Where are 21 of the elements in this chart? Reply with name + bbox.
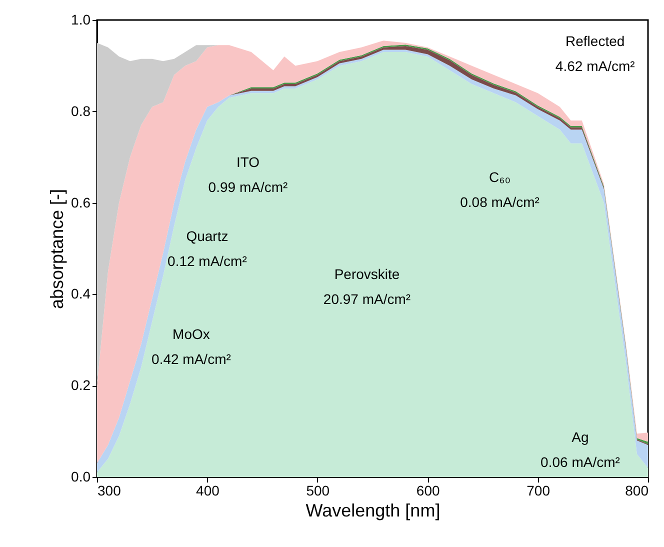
annotation: Reflected 4.62 mA/cm² [555, 32, 636, 74]
x-tick-label: 700 [526, 482, 550, 498]
x-axis-title: Wavelength [nm] [306, 500, 440, 520]
annotation: Perovskite 20.97 mA/cm² [323, 266, 411, 308]
annotation: Quartz 0.12 mA/cm² [168, 228, 248, 270]
x-tick-label: 800 [625, 482, 649, 498]
y-tick-label: 0.4 [71, 286, 91, 302]
y-tick-label: 0.0 [71, 468, 91, 484]
annotation: MoOx 0.42 mA/cm² [152, 326, 232, 367]
x-tick-label: 500 [306, 482, 330, 498]
annotation: ITO 0.99 mA/cm² [208, 154, 288, 196]
annotation: C₆₀ 0.08 mA/cm² [460, 169, 540, 210]
y-tick-label: 1.0 [71, 12, 91, 28]
y-tick-label: 0.8 [71, 102, 91, 119]
y-tick-label: 0.2 [71, 377, 91, 394]
annotation: Ag 0.06 mA/cm² [540, 429, 620, 470]
x-tick-label: 600 [416, 482, 440, 498]
x-tick-label: 300 [98, 482, 122, 498]
y-tick-label: 0.6 [71, 194, 91, 210]
x-tick-label: 400 [196, 482, 220, 498]
y-axis-title: absorptance [-] [47, 188, 68, 310]
